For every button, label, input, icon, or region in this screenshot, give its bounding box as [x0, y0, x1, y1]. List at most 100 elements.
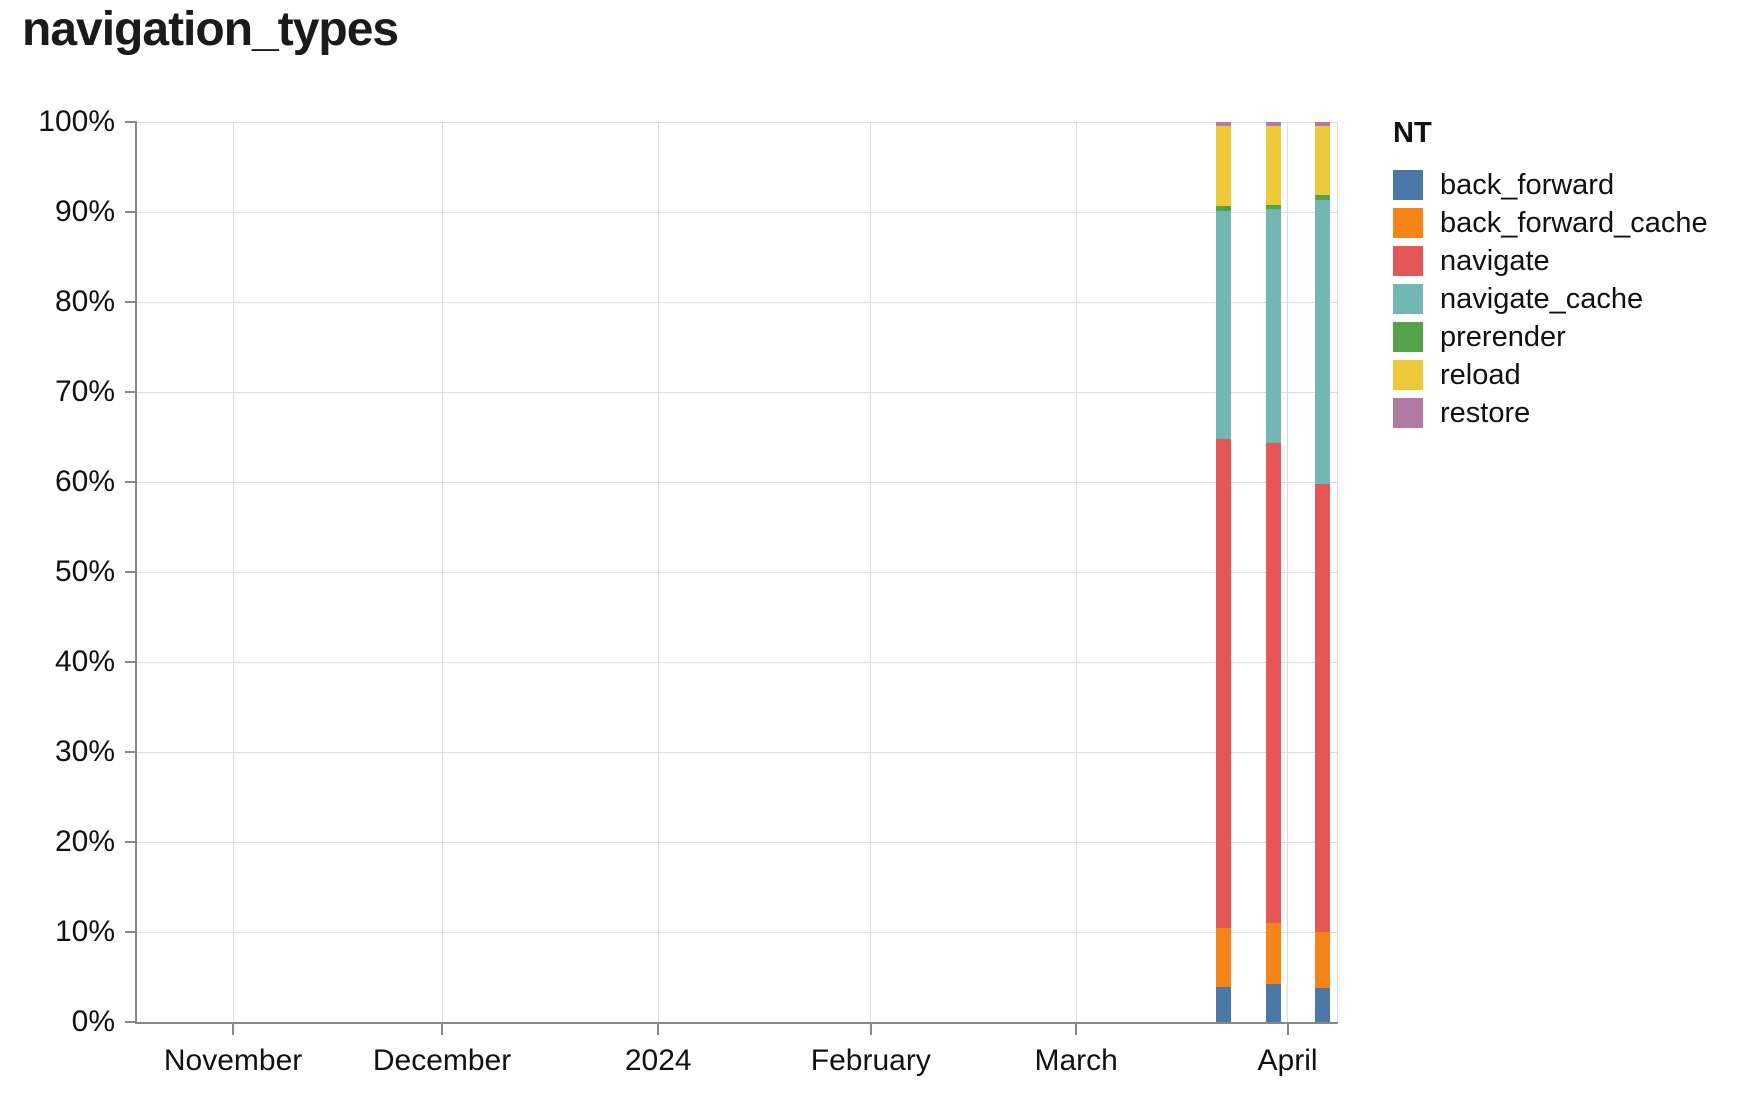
legend-swatch-icon: [1393, 284, 1423, 314]
y-gridline: [137, 391, 1338, 393]
y-tick: [125, 121, 137, 123]
y-axis-line: [135, 122, 137, 1024]
legend-swatch-icon: [1393, 208, 1423, 238]
legend-item-restore: restore: [1393, 396, 1708, 429]
legend-item-back_forward_cache: back_forward_cache: [1393, 206, 1708, 239]
legend-swatch-icon: [1393, 246, 1423, 276]
y-gridline: [137, 301, 1338, 303]
x-tick-label: December: [372, 1044, 512, 1077]
y-gridline: [137, 121, 1338, 123]
y-gridline: [137, 931, 1338, 933]
legend-label: restore: [1440, 396, 1531, 429]
bar: [1216, 122, 1232, 1022]
bar-segment-navigate: [1265, 443, 1281, 923]
bar-segment-navigate_cache: [1314, 200, 1330, 484]
x-tick: [232, 1022, 235, 1035]
y-tick: [125, 481, 137, 483]
legend-item-reload: reload: [1393, 359, 1708, 391]
y-tick-label: 80%: [54, 285, 115, 318]
x-tick: [1075, 1022, 1078, 1035]
y-tick-label: 50%: [54, 555, 115, 588]
bar-segment-back_forward_cache: [1265, 923, 1281, 985]
legend-label: navigate: [1440, 244, 1550, 277]
y-tick-label: 20%: [54, 825, 115, 858]
x-gridline: [232, 122, 234, 1022]
legend-swatch-icon: [1393, 322, 1423, 352]
bar-segment-reload: [1216, 125, 1232, 206]
bar: [1314, 122, 1330, 1022]
chart-title: navigation_types: [22, 3, 399, 56]
bar-segment-back_forward: [1216, 986, 1232, 1022]
x-tick: [657, 1022, 660, 1035]
bar-segment-navigate: [1216, 438, 1232, 928]
legend-label: navigate_cache: [1440, 282, 1644, 315]
legend-item-navigate_cache: navigate_cache: [1393, 282, 1708, 315]
bar-segment-navigate_cache: [1265, 209, 1281, 444]
y-tick: [125, 211, 137, 213]
bar-segment-restore: [1216, 122, 1232, 126]
x-tick-label: March: [1034, 1044, 1118, 1077]
legend-item-back_forward: back_forward: [1393, 168, 1708, 201]
y-tick: [125, 571, 137, 573]
y-tick-label: 30%: [54, 735, 115, 768]
bar: [1265, 122, 1281, 1022]
y-tick-label: 60%: [54, 465, 115, 498]
legend-title: NT: [1393, 117, 1432, 149]
x-tick-label: February: [810, 1044, 931, 1077]
y-tick-label: 10%: [54, 915, 115, 948]
bar-segment-prerender: [1265, 204, 1281, 210]
x-tick: [441, 1022, 444, 1035]
x-gridline: [441, 122, 443, 1022]
bar-segment-reload: [1314, 125, 1330, 195]
y-tick: [125, 751, 137, 753]
y-gridline: [137, 211, 1338, 213]
bar-segment-navigate_cache: [1216, 211, 1232, 439]
x-gridline: [870, 122, 872, 1022]
x-tick-label: November: [163, 1044, 303, 1077]
x-gridline: [657, 122, 659, 1022]
y-tick-label: 90%: [54, 195, 115, 228]
bar-segment-prerender: [1216, 205, 1232, 212]
bar-segment-navigate: [1314, 483, 1330, 932]
legend-swatch-icon: [1393, 170, 1423, 200]
legend-label: back_forward_cache: [1440, 206, 1708, 239]
y-tick-label: 0%: [71, 1005, 115, 1038]
legend-items: back_forward back_forward_cache navigate na…: [1393, 168, 1708, 429]
y-tick-label: 100%: [38, 105, 115, 138]
y-gridline: [137, 661, 1338, 663]
bar-segment-back_forward: [1314, 987, 1330, 1022]
bar-segment-restore: [1314, 122, 1330, 126]
y-tick: [125, 931, 137, 933]
x-axis-line: [135, 1022, 1338, 1024]
x-tick-label: April: [1257, 1044, 1318, 1077]
legend-swatch-icon: [1393, 398, 1423, 428]
y-tick: [125, 661, 137, 663]
y-tick: [125, 1021, 137, 1023]
bar-segment-back_forward_cache: [1314, 932, 1330, 988]
legend-item-prerender: prerender: [1393, 320, 1708, 353]
x-tick: [1286, 1022, 1289, 1035]
legend-swatch-icon: [1393, 360, 1423, 390]
y-gridline: [137, 751, 1338, 753]
bar-segment-reload: [1265, 125, 1281, 205]
bar-segment-restore: [1265, 122, 1281, 126]
bar-segment-back_forward: [1265, 984, 1281, 1022]
x-gridline: [1075, 122, 1077, 1022]
y-gridline: [137, 571, 1338, 573]
y-tick: [125, 841, 137, 843]
plot-right-border: [1337, 122, 1338, 1022]
legend-label: prerender: [1440, 320, 1566, 353]
y-gridline: [137, 841, 1338, 843]
x-tick: [869, 1022, 872, 1035]
bar-segment-back_forward_cache: [1216, 927, 1232, 987]
bar-segment-prerender: [1314, 194, 1330, 201]
y-tick-label: 40%: [54, 645, 115, 678]
y-tick: [125, 301, 137, 303]
y-gridline: [137, 481, 1338, 483]
legend-label: back_forward: [1440, 168, 1615, 201]
y-tick: [125, 391, 137, 393]
legend-item-navigate: navigate: [1393, 244, 1708, 277]
